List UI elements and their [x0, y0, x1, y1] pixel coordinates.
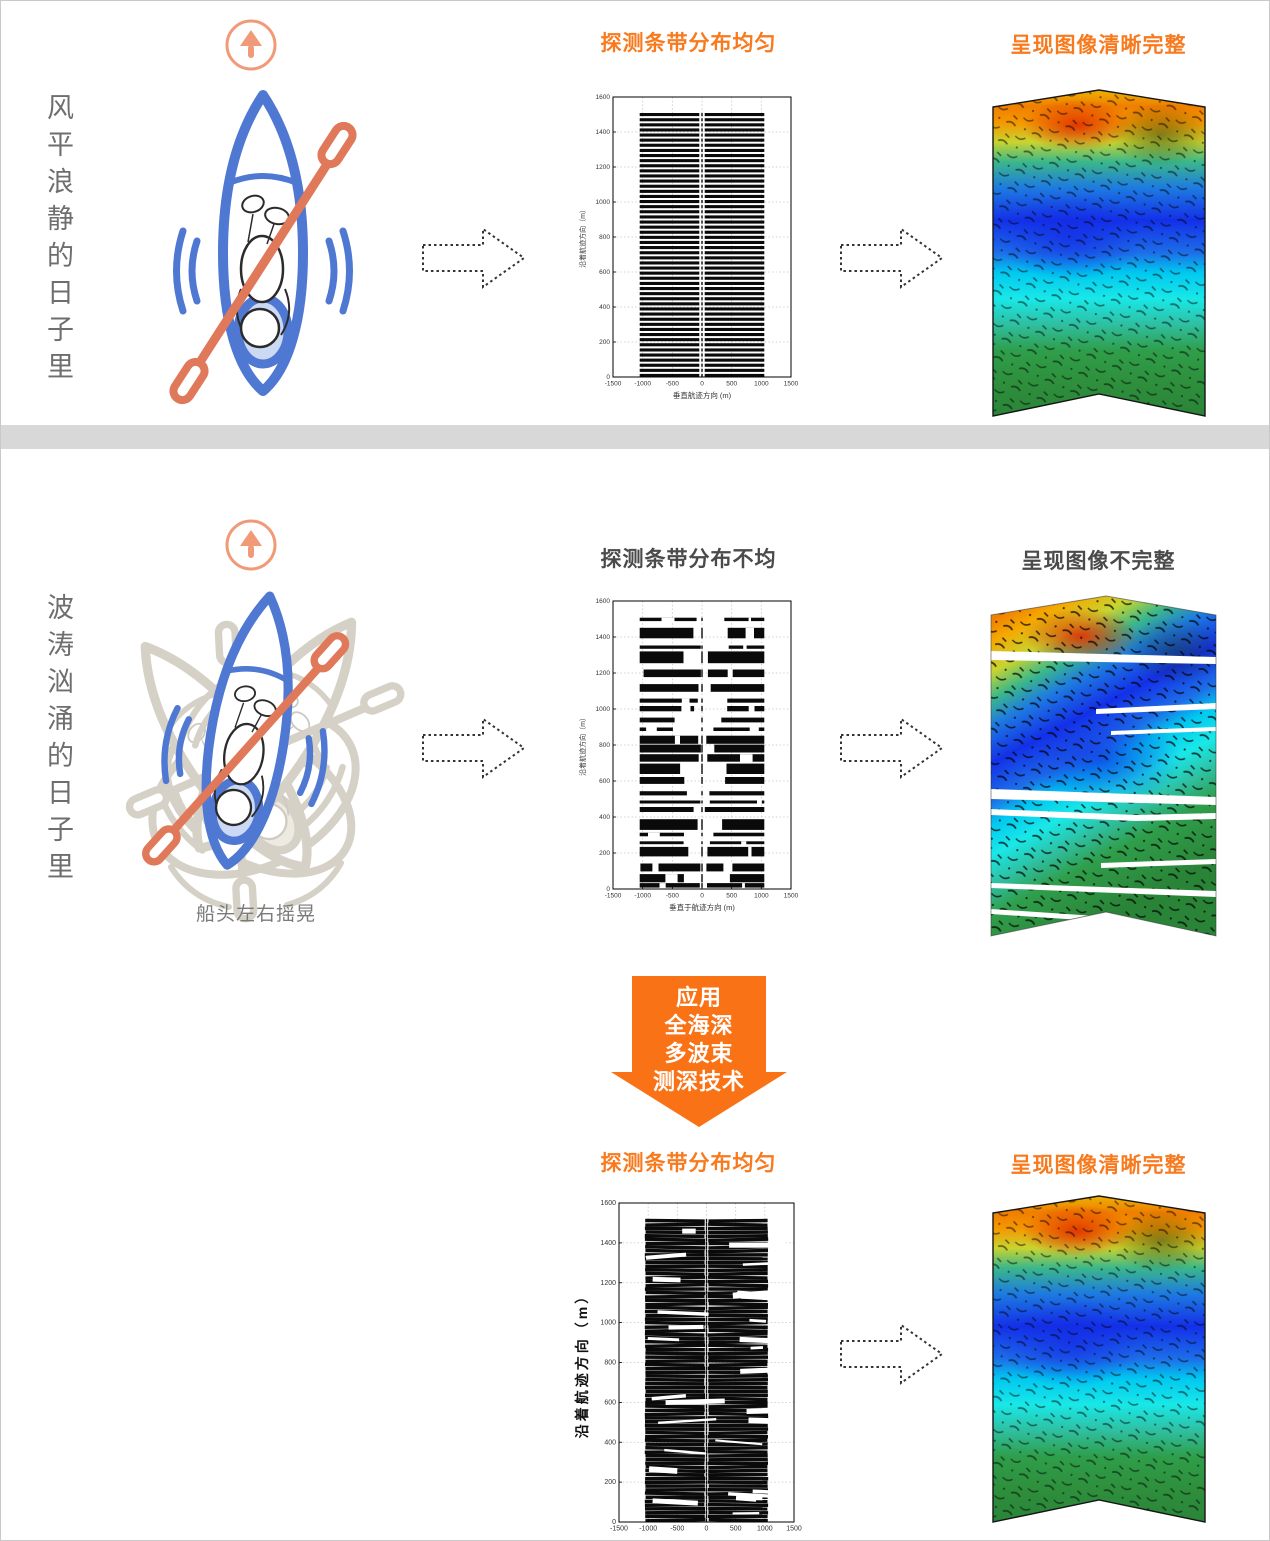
swath-chart-calm: -1500 -1000 -500 0 500 1000 1500 0 200 400 600 800 1…	[573, 89, 803, 411]
svg-text:沿着航迹方向（m）: 沿着航迹方向（m）	[578, 206, 587, 268]
svg-text:500: 500	[726, 893, 737, 900]
flow-arrow-icon	[839, 1323, 944, 1385]
svg-text:1400: 1400	[600, 1240, 616, 1247]
svg-text:1200: 1200	[596, 670, 611, 677]
image-title-rough: 呈现图像不完整	[1021, 550, 1176, 573]
swath-chart-tech: -1500 -1000 -500 0 500 1000 1500 0 200 400 600 800 1…	[571, 1193, 806, 1540]
flow-arrow-icon	[421, 717, 526, 779]
svg-text:-1000: -1000	[634, 893, 651, 900]
svg-text:1600: 1600	[596, 94, 611, 101]
svg-text:0: 0	[612, 1519, 616, 1526]
svg-text:800: 800	[604, 1360, 616, 1367]
svg-text:1500: 1500	[784, 893, 799, 900]
chart-title-calm: 探测条带分布均匀	[600, 32, 777, 55]
svg-text:1400: 1400	[596, 634, 611, 641]
svg-text:1000: 1000	[754, 381, 769, 388]
svg-text:1500: 1500	[784, 381, 799, 388]
section-divider	[1, 425, 1269, 449]
motion-arc	[168, 864, 232, 910]
svg-text:-1500: -1500	[605, 893, 622, 900]
svg-text:600: 600	[599, 269, 610, 276]
svg-text:0: 0	[606, 374, 610, 381]
svg-text:沿着航迹方向（m）: 沿着航迹方向（m）	[578, 714, 587, 776]
side-label-calm: 风平浪静的日子里	[43, 93, 73, 389]
flow-arrow-icon	[421, 227, 526, 289]
side-label-rough: 波涛汹涌的日子里	[43, 593, 73, 889]
svg-text:1000: 1000	[596, 706, 611, 713]
apply-arrow-line: 多波束	[664, 1041, 734, 1066]
svg-text:-1000: -1000	[639, 1526, 657, 1533]
svg-text:0: 0	[700, 381, 704, 388]
svg-text:500: 500	[726, 381, 737, 388]
svg-text:400: 400	[599, 304, 610, 311]
motion-arc	[284, 860, 344, 908]
svg-text:500: 500	[730, 1526, 742, 1533]
svg-text:200: 200	[599, 850, 610, 857]
svg-text:1500: 1500	[786, 1526, 802, 1533]
svg-text:0: 0	[705, 1526, 709, 1533]
flow-arrow-icon	[839, 227, 944, 289]
svg-text:0: 0	[606, 886, 610, 893]
svg-text:-1500: -1500	[610, 1526, 628, 1533]
svg-text:垂直航迹方向 (m): 垂直航迹方向 (m)	[673, 390, 732, 400]
swath-chart-rough: -1500 -1000 -500 0 500 1000 1500 0 200 400 600 800 1…	[573, 593, 803, 923]
svg-text:1600: 1600	[600, 1200, 616, 1207]
apply-arrow-line: 测深技术	[652, 1069, 745, 1094]
chart-title-tech: 探测条带分布均匀	[600, 1152, 777, 1175]
kayak-illustration-rough	[119, 579, 391, 915]
svg-text:1000: 1000	[757, 1526, 773, 1533]
svg-text:-1000: -1000	[634, 381, 651, 388]
svg-text:-500: -500	[666, 893, 679, 900]
svg-text:400: 400	[599, 814, 610, 821]
missing-data-stripes	[991, 651, 1216, 921]
svg-text:-500: -500	[670, 1526, 684, 1533]
svg-text:-1500: -1500	[605, 381, 622, 388]
boat-caption: 船头左右摇晃	[195, 904, 316, 925]
svg-text:600: 600	[604, 1399, 616, 1406]
svg-text:垂直于航迹方向 (m): 垂直于航迹方向 (m)	[669, 902, 735, 912]
bathymetry-image-tech	[989, 1193, 1209, 1526]
bathymetry-image-rough	[986, 591, 1221, 941]
svg-text:800: 800	[599, 742, 610, 749]
svg-text:沿着航迹方向（m）: 沿着航迹方向（m）	[574, 1287, 590, 1438]
svg-text:0: 0	[700, 893, 704, 900]
up-arrow-icon	[223, 17, 279, 73]
chart-title-rough: 探测条带分布不均	[600, 548, 777, 571]
apply-arrow-line: 全海深	[664, 1013, 734, 1038]
bathymetry-image-calm	[989, 87, 1209, 420]
apply-technology-arrow: 应用 全海深 多波束 测深技术	[604, 974, 794, 1129]
svg-text:800: 800	[599, 234, 610, 241]
image-title-calm: 呈现图像清晰完整	[1010, 34, 1187, 57]
svg-text:1400: 1400	[596, 129, 611, 136]
apply-arrow-line: 应用	[675, 985, 722, 1010]
svg-text:200: 200	[604, 1479, 616, 1486]
svg-text:1200: 1200	[600, 1280, 616, 1287]
svg-text:1200: 1200	[596, 164, 611, 171]
svg-text:1000: 1000	[754, 893, 769, 900]
svg-text:200: 200	[599, 339, 610, 346]
svg-text:600: 600	[599, 778, 610, 785]
svg-text:1000: 1000	[596, 199, 611, 206]
up-arrow-icon	[223, 517, 279, 573]
svg-text:1000: 1000	[600, 1320, 616, 1327]
svg-text:1600: 1600	[596, 598, 611, 605]
image-title-tech: 呈现图像清晰完整	[1010, 1154, 1187, 1177]
svg-text:400: 400	[604, 1439, 616, 1446]
svg-text:-500: -500	[666, 381, 679, 388]
flow-arrow-icon	[839, 717, 944, 779]
